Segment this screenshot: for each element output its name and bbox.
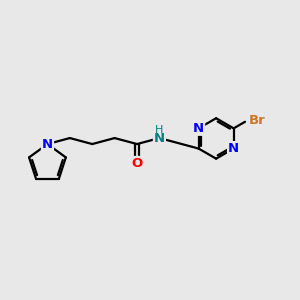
- Text: H: H: [154, 125, 163, 135]
- Text: N: N: [154, 132, 165, 145]
- Text: N: N: [193, 122, 204, 135]
- Text: Br: Br: [249, 114, 266, 127]
- Text: N: N: [42, 138, 53, 151]
- Text: O: O: [131, 157, 143, 170]
- Text: N: N: [228, 142, 239, 155]
